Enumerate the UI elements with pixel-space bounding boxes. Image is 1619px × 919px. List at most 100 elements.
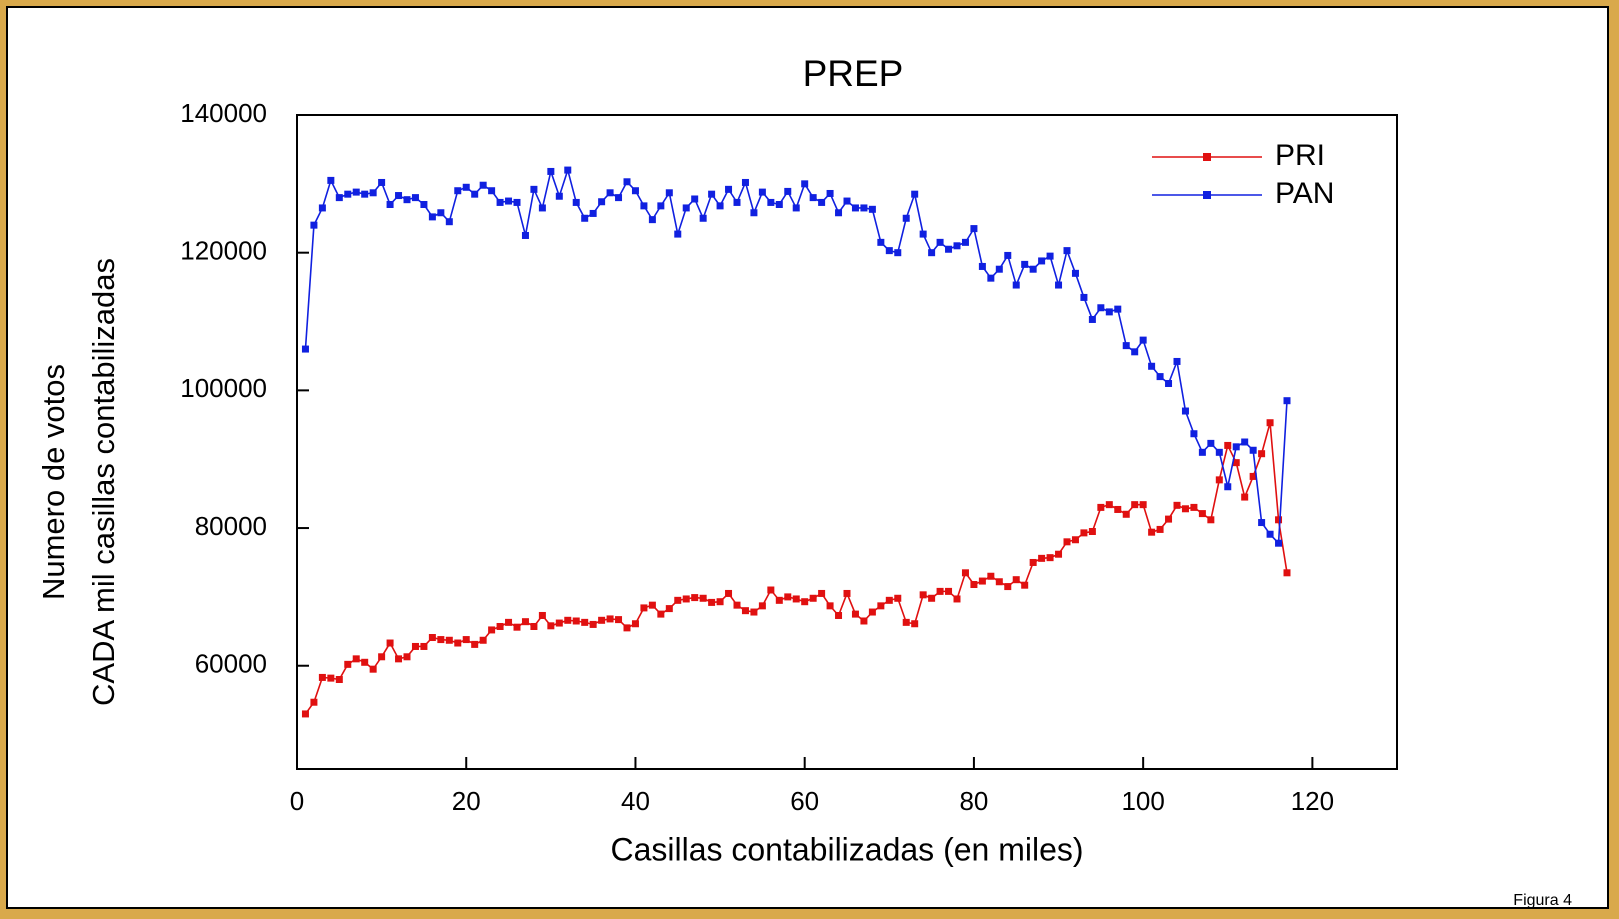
marker <box>1139 336 1147 344</box>
marker <box>488 626 496 634</box>
marker <box>767 198 775 206</box>
marker <box>902 618 910 626</box>
marker <box>640 604 648 612</box>
marker <box>1148 362 1156 370</box>
marker <box>1283 397 1291 405</box>
marker <box>598 616 606 624</box>
marker <box>361 190 369 198</box>
marker <box>699 214 707 222</box>
marker <box>538 611 546 619</box>
marker <box>1046 554 1054 562</box>
marker <box>818 589 826 597</box>
marker <box>462 636 470 644</box>
marker <box>505 197 513 205</box>
marker <box>674 230 682 238</box>
marker <box>606 615 614 623</box>
marker <box>657 610 665 618</box>
marker <box>902 214 910 222</box>
plot-frame <box>296 114 1398 770</box>
marker <box>784 593 792 601</box>
marker <box>513 198 521 206</box>
marker <box>1097 304 1105 312</box>
marker <box>395 192 403 200</box>
marker <box>547 622 555 630</box>
marker <box>623 178 631 186</box>
x-tick-label: 20 <box>452 786 481 816</box>
marker <box>809 594 817 602</box>
marker <box>936 587 944 595</box>
y-tick-label: 120000 <box>180 236 267 266</box>
marker <box>775 596 783 604</box>
marker <box>750 209 758 217</box>
marker <box>699 594 707 602</box>
marker <box>471 640 479 648</box>
marker <box>1055 281 1063 289</box>
marker <box>1283 569 1291 577</box>
marker <box>1038 554 1046 562</box>
marker <box>403 196 411 204</box>
marker <box>741 178 749 186</box>
marker <box>868 608 876 616</box>
marker <box>809 194 817 202</box>
marker <box>682 204 690 212</box>
marker <box>1241 493 1249 501</box>
marker <box>1165 515 1173 523</box>
marker <box>784 187 792 195</box>
marker <box>555 619 563 627</box>
marker <box>318 673 326 681</box>
marker <box>843 589 851 597</box>
marker <box>589 620 597 628</box>
marker <box>1258 519 1266 527</box>
x-tick-label: 60 <box>790 786 819 816</box>
marker <box>572 617 580 625</box>
marker <box>1232 443 1240 451</box>
marker <box>1173 357 1181 365</box>
marker <box>378 653 386 661</box>
marker <box>801 180 809 188</box>
marker <box>648 601 656 609</box>
marker <box>428 634 436 642</box>
marker <box>835 611 843 619</box>
marker <box>572 198 580 206</box>
panel <box>6 6 1609 909</box>
marker <box>1165 379 1173 387</box>
marker <box>708 598 716 606</box>
marker <box>708 190 716 198</box>
marker <box>378 178 386 186</box>
marker <box>564 166 572 174</box>
marker <box>1038 257 1046 265</box>
marker <box>344 190 352 198</box>
marker <box>1063 538 1071 546</box>
x-tick-label: 100 <box>1121 786 1164 816</box>
marker <box>606 189 614 197</box>
marker <box>1181 505 1189 513</box>
marker <box>479 181 487 189</box>
marker <box>310 698 318 706</box>
marker <box>792 204 800 212</box>
marker <box>860 204 868 212</box>
y-tick-label: 140000 <box>180 98 267 128</box>
marker <box>1131 348 1139 356</box>
marker <box>369 189 377 197</box>
marker <box>970 225 978 233</box>
marker <box>454 639 462 647</box>
marker <box>538 204 546 212</box>
marker <box>851 610 859 618</box>
marker <box>496 198 504 206</box>
marker <box>598 198 606 206</box>
marker <box>1139 501 1147 509</box>
marker <box>716 598 724 606</box>
marker <box>936 238 944 246</box>
y-axis-label: Numero de votos <box>36 364 71 600</box>
series-line <box>304 167 1288 546</box>
marker <box>555 192 563 200</box>
marker <box>479 636 487 644</box>
marker <box>386 639 394 647</box>
marker <box>445 636 453 644</box>
marker <box>750 608 758 616</box>
marker <box>1224 483 1232 491</box>
marker <box>1114 305 1122 313</box>
marker <box>767 586 775 594</box>
marker <box>1148 528 1156 536</box>
marker <box>1275 539 1283 547</box>
